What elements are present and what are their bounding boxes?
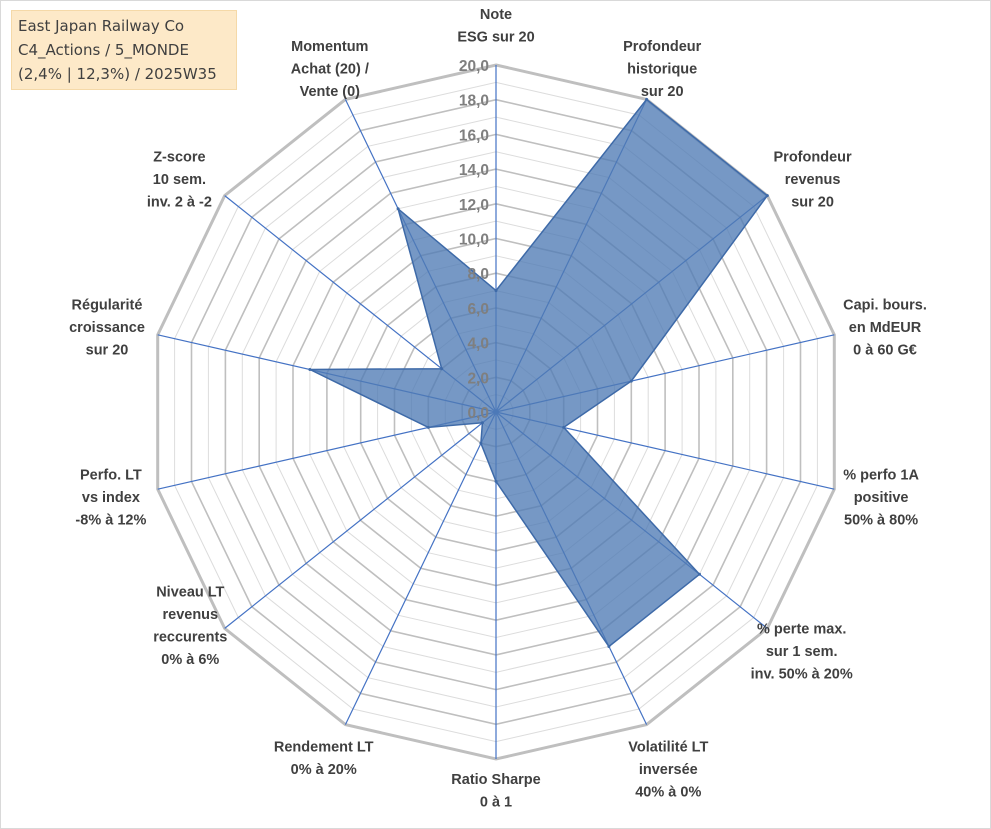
tick-label: 18,0 <box>459 93 489 110</box>
axis-label: Niveau LT revenus reccurents 0% à 6% <box>153 584 227 668</box>
data-point <box>562 425 566 429</box>
axis-label: Z-score 10 sem. inv. 2 à -2 <box>147 150 212 211</box>
axis-label: Capi. bours. en MdEUR 0 à 60 G€ <box>843 297 927 358</box>
axis-label: Volatilité LT inversée 40% à 0% <box>628 740 708 801</box>
tick-label: 12,0 <box>459 197 489 214</box>
chart-title-box: East Japan Railway Co C4_Actions / 5_MON… <box>11 10 237 90</box>
axis-label: Profondeur revenus sur 20 <box>774 150 852 211</box>
tick-label: 2,0 <box>467 370 489 387</box>
axis-label: Régularité croissance sur 20 <box>69 297 145 358</box>
tick-label: 14,0 <box>459 162 489 179</box>
axis-label: Profondeur historique sur 20 <box>623 39 701 100</box>
axis-label: % perfo 1A positive 50% à 80% <box>843 468 919 529</box>
radar-series <box>308 97 769 648</box>
axis-spoke <box>224 411 497 629</box>
tick-label: 8,0 <box>467 266 489 283</box>
axis-spoke <box>344 411 497 725</box>
data-point <box>765 194 769 198</box>
data-point <box>698 572 701 576</box>
data-point <box>494 289 498 293</box>
axis-label: Perfo. LT vs index -8% à 12% <box>75 468 146 529</box>
tick-label: 0,0 <box>467 405 489 422</box>
axis-label: Momentum Achat (20) / Vente (0) <box>291 39 369 100</box>
title-line-1: East Japan Railway Co <box>18 17 185 35</box>
axis-label: % perte max. sur 1 sem. inv. 50% à 20% <box>751 621 853 682</box>
data-point <box>308 368 312 371</box>
data-point <box>426 425 430 429</box>
tick-label: 20,0 <box>459 58 489 75</box>
data-point <box>480 421 484 425</box>
tick-label: 4,0 <box>467 336 489 353</box>
axis-labels: Note ESG sur 20 Profondeur historique sur 20… <box>69 7 927 811</box>
tick-label: 6,0 <box>467 301 489 318</box>
data-point <box>607 645 611 648</box>
radial-tick-labels: 0,0 2,0 4,0 6,0 8,0 10,0 12,0 14,0 16,0 18,0 20,0 <box>459 58 489 422</box>
data-point <box>645 97 649 101</box>
title-line-2: C4_Actions / 5_MONDE <box>18 41 189 59</box>
data-point <box>440 367 444 371</box>
tick-label: 16,0 <box>459 127 489 144</box>
data-point <box>396 207 400 211</box>
axis-label: Rendement LT 0% à 20% <box>274 740 374 779</box>
title-line-3: (2,4% | 12,3%) / 2025W35 <box>18 65 217 83</box>
data-point <box>629 379 633 383</box>
data-point <box>494 479 498 483</box>
axis-label: Ratio Sharpe 0 à 1 <box>451 772 540 811</box>
data-point <box>479 441 483 445</box>
axis-label: Note ESG sur 20 <box>457 7 534 46</box>
tick-label: 10,0 <box>459 232 489 249</box>
